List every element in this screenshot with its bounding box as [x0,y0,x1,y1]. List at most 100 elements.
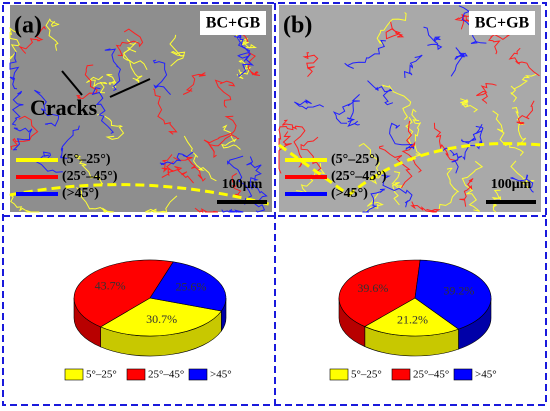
grain-boundaries [9,12,268,214]
boundary [476,83,497,104]
boundary [145,195,178,213]
boundary [346,100,360,127]
boundary [460,98,479,113]
boundary [106,73,117,90]
boundary [332,94,360,124]
boundary [510,160,535,189]
boundary [173,156,206,182]
boundary [238,34,255,78]
boundary [278,131,292,174]
boundary [367,80,394,106]
boundary [411,108,422,142]
boundary [423,26,443,51]
legend-swatch [453,368,473,381]
boundary [378,145,413,189]
boundary [491,189,502,213]
grain-boundaries [278,5,540,213]
legend-swatch [391,368,411,381]
boundary [59,125,80,159]
boundary [450,47,468,77]
boundary [248,181,268,213]
boundary [169,34,186,67]
legend-swatch [126,368,146,381]
boundary [35,151,63,173]
boundary [221,208,244,213]
boundary [11,90,24,126]
arrow [61,70,83,96]
boundary [403,54,423,79]
boundary [96,113,125,140]
slice [414,259,492,330]
boundary [376,12,407,46]
slice [149,261,227,312]
boundary [123,39,148,71]
panel-label: (a) [14,13,42,39]
melt-line [278,142,542,197]
legend-label: 25°–45° [148,369,184,381]
legend-label: (>45°) [62,186,99,201]
boundary [203,115,237,153]
boundary [459,178,474,207]
annotation: Cracks [30,95,98,120]
slice [99,297,222,337]
boundary [123,48,143,85]
boundary [152,88,178,135]
value-label: 30.7% [146,312,177,326]
value-label: 21.2% [397,313,428,327]
boundary [488,33,511,55]
legend-label: 5°–25° [86,369,117,381]
boundary [302,52,319,78]
legend-label: >45° [475,369,497,381]
boundary [516,100,535,125]
boundary [161,154,175,178]
boundary [462,125,484,161]
boundary [362,188,386,213]
boundary [433,122,458,162]
boundary [104,48,121,92]
legend-label: 25°–45° [413,369,449,381]
boundary [511,107,527,147]
boundary [221,124,241,150]
mode-box [200,11,266,35]
boundary [91,87,115,134]
value-label: 43.7% [95,279,126,293]
legend-label: (>45°) [331,186,368,201]
boundary [74,155,103,185]
boundary [12,127,33,151]
scale-label: 100μm [491,177,532,192]
slice [73,259,174,328]
legend-swatch [188,368,208,381]
boundary [389,122,415,150]
boundary [34,89,60,127]
slice [338,259,421,327]
legend-label: (25°–45°) [62,169,118,184]
legend-label: (5°–25°) [331,152,380,167]
arrow [109,78,151,98]
boundary [442,147,463,174]
boundary [115,28,144,57]
boundary [182,72,206,95]
boundary [194,207,219,214]
boundary [236,59,251,80]
boundary [278,119,294,145]
legend-label: (25°–45°) [331,169,387,184]
boundary [492,110,524,157]
boundary [454,14,474,30]
boundary [9,27,20,60]
boundary [391,171,404,206]
boundary [385,21,405,40]
boundary [246,156,262,190]
legend-label: >45° [210,369,232,381]
boundary [86,75,108,94]
slice [364,297,460,337]
boundary [438,167,460,210]
boundary [159,151,194,166]
boundary [10,115,39,150]
boundary [45,18,60,51]
boundary [9,193,40,213]
boundary [292,125,306,168]
boundary [510,73,537,103]
boundary [401,120,422,173]
value-label: 25.6% [175,280,206,294]
scale-label: 100μm [222,177,263,192]
